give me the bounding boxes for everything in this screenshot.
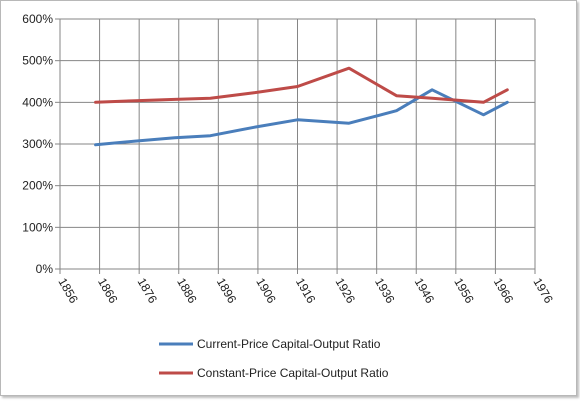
- x-tick-label: 1936: [372, 276, 398, 306]
- x-tick-label: 1966: [491, 276, 517, 306]
- x-tick-label: 1906: [253, 276, 279, 306]
- y-tick-label: 600%: [22, 12, 53, 26]
- y-tick-label: 200%: [22, 179, 53, 193]
- x-tick-label: 1946: [412, 276, 438, 306]
- x-tick-label: 1876: [135, 276, 161, 306]
- x-tick-label: 1866: [95, 276, 121, 306]
- chart-frame: 0% 100% 200% 300% 400% 500% 600% 1856 1866 1876 18…: [0, 0, 577, 396]
- series-line-2: [94, 66, 509, 104]
- x-tick-label: 1926: [332, 276, 358, 306]
- gridlines: [59, 18, 536, 270]
- series-lines: [94, 66, 509, 147]
- y-tick-label: 500%: [22, 54, 53, 68]
- x-tick-label: 1856: [55, 276, 81, 306]
- x-tick-label: 1896: [214, 276, 240, 306]
- legend: Current-Price Capital-Output Ratio Consta…: [159, 337, 389, 380]
- y-tick-label: 300%: [22, 137, 53, 151]
- y-tick-label: 400%: [22, 95, 53, 109]
- x-tick-label: 1956: [451, 276, 477, 306]
- axes: 0% 100% 200% 300% 400% 500% 600% 1856 1866 1876 18…: [22, 12, 556, 306]
- x-tick-label: 1916: [293, 276, 319, 306]
- x-tick-label: 1976: [530, 276, 556, 306]
- y-tick-label: 0%: [36, 262, 54, 276]
- line-chart: 0% 100% 200% 300% 400% 500% 600% 1856 1866 1876 18…: [22, 12, 556, 380]
- x-tick-label: 1886: [174, 276, 200, 306]
- y-tick-label: 100%: [22, 220, 53, 234]
- legend-label-1: Current-Price Capital-Output Ratio: [197, 337, 381, 351]
- legend-label-2: Constant-Price Capital-Output Ratio: [197, 366, 389, 380]
